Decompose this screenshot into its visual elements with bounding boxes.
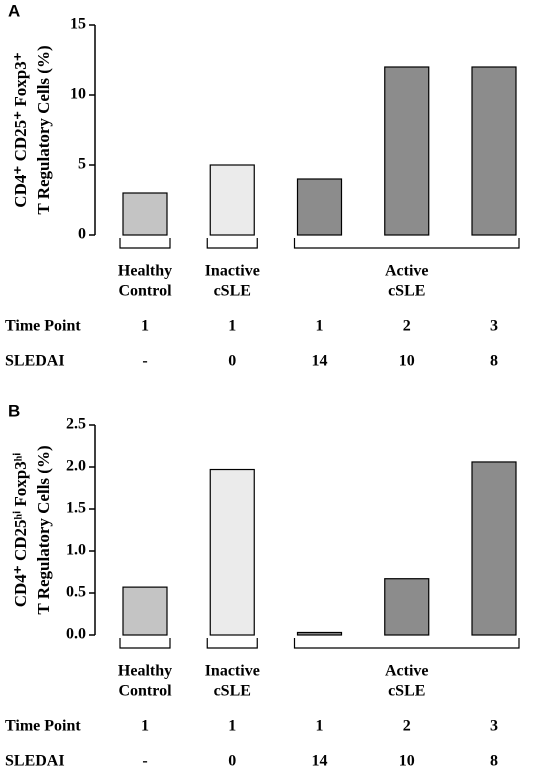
group-label: Healthy	[118, 263, 172, 280]
y-axis-title: T Regulatory Cells (%)	[34, 445, 53, 614]
panel-label: A	[8, 1, 20, 20]
bar	[122, 586, 168, 636]
group-label: Healthy	[118, 663, 172, 680]
row-cell: 8	[490, 753, 498, 768]
y-tick-label: 15	[70, 16, 86, 33]
row-label: Time Point	[5, 718, 81, 735]
row-cell: -	[142, 753, 147, 768]
row-cell: 8	[490, 353, 498, 370]
group-label: cSLE	[388, 283, 425, 300]
bar	[209, 164, 255, 236]
y-tick-label: 1.0	[66, 542, 86, 559]
row-cell: 10	[399, 353, 415, 370]
row-cell: 1	[228, 718, 236, 735]
y-tick-label: 2.0	[66, 458, 86, 475]
row-label: Time Point	[5, 318, 81, 335]
group-label: cSLE	[388, 683, 425, 700]
group-label: Inactive	[205, 263, 260, 280]
y-tick-label: 0.5	[66, 584, 86, 601]
row-cell: -	[142, 353, 147, 370]
row-cell: 3	[490, 718, 498, 735]
group-label: Active	[385, 263, 429, 280]
group-label: cSLE	[214, 283, 251, 300]
group-bracket	[293, 238, 520, 249]
group-bracket	[206, 638, 258, 649]
row-label: SLEDAI	[5, 353, 65, 370]
group-bracket	[119, 238, 171, 249]
row-cell: 14	[312, 753, 328, 768]
group-label: Control	[118, 283, 172, 300]
y-tick-label: 0.0	[66, 626, 86, 643]
bar	[209, 468, 255, 636]
group-bracket	[293, 638, 520, 649]
row-cell: 1	[316, 718, 324, 735]
group-label: cSLE	[214, 683, 251, 700]
row-cell: 1	[141, 318, 149, 335]
row-cell: 3	[490, 318, 498, 335]
y-tick-label: 0	[78, 226, 86, 243]
row-label: SLEDAI	[5, 753, 65, 768]
y-axis-title: CD4⁺ CD25⁺ Foxp3⁺	[11, 52, 30, 207]
y-tick-label: 2.5	[66, 416, 86, 433]
y-tick-label: 1.5	[66, 500, 86, 517]
y-axis-title: CD4⁺ CD25ʰⁱ Foxp3ʰⁱ	[11, 453, 30, 608]
y-axis-title: T Regulatory Cells (%)	[34, 45, 53, 214]
bar	[296, 631, 343, 636]
row-cell: 2	[403, 718, 411, 735]
y-tick-label: 5	[78, 156, 86, 173]
group-label: Active	[385, 663, 429, 680]
panel-label: B	[8, 401, 20, 420]
row-cell: 2	[403, 318, 411, 335]
y-tick-label: 10	[70, 86, 86, 103]
bar	[122, 192, 168, 236]
row-cell: 1	[141, 718, 149, 735]
row-cell: 14	[312, 353, 328, 370]
group-bracket	[119, 638, 171, 649]
group-label: Inactive	[205, 663, 260, 680]
group-label: Control	[118, 683, 172, 700]
row-cell: 10	[399, 753, 415, 768]
group-bracket	[206, 238, 258, 249]
bar	[384, 66, 430, 236]
row-cell: 0	[228, 753, 236, 768]
row-cell: 1	[316, 318, 324, 335]
bar	[471, 66, 517, 236]
row-cell: 1	[228, 318, 236, 335]
bar	[384, 578, 430, 636]
row-cell: 0	[228, 353, 236, 370]
bar	[296, 178, 343, 236]
bar	[471, 461, 517, 636]
